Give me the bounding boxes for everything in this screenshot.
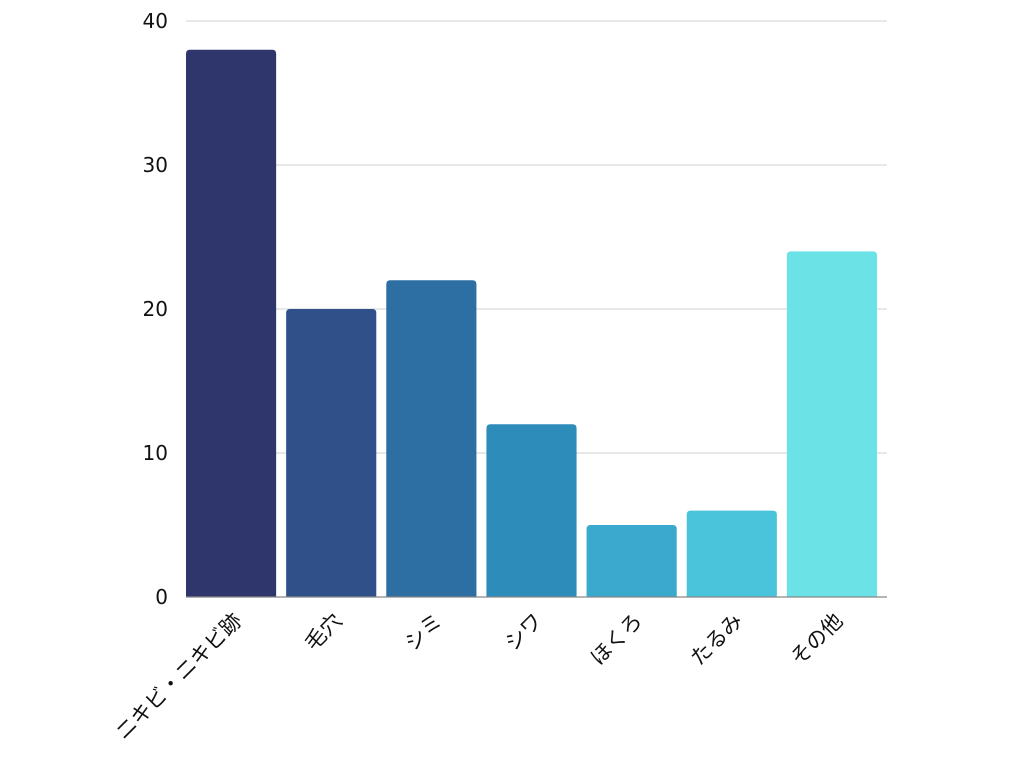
bar <box>486 424 577 597</box>
bar <box>586 525 677 597</box>
x-tick-label: たるみ <box>686 609 748 671</box>
x-tick-label: 毛穴 <box>300 609 347 656</box>
y-tick-label: 0 <box>155 585 168 609</box>
bar <box>386 280 477 597</box>
x-tick-label: ほくろ <box>586 609 648 671</box>
x-axis-tick-labels: ニキビ・ニキビ跡 毛穴 シミ シワ ほくろ たるみ その他 <box>111 609 848 745</box>
y-tick-label: 30 <box>143 153 168 177</box>
x-tick-label: ニキビ・ニキビ跡 <box>111 609 247 745</box>
y-tick-label: 40 <box>143 9 168 33</box>
bar <box>786 251 877 597</box>
bar <box>186 49 277 598</box>
x-tick-label: シワ <box>500 609 547 656</box>
bar <box>286 309 377 597</box>
bar <box>686 510 777 597</box>
y-tick-label: 10 <box>143 441 168 465</box>
bars <box>186 49 877 598</box>
y-tick-label: 20 <box>143 297 168 321</box>
y-axis-tick-labels: 0 10 20 30 40 <box>143 9 168 609</box>
x-tick-label: その他 <box>786 609 848 671</box>
x-tick-label: シミ <box>400 609 447 656</box>
